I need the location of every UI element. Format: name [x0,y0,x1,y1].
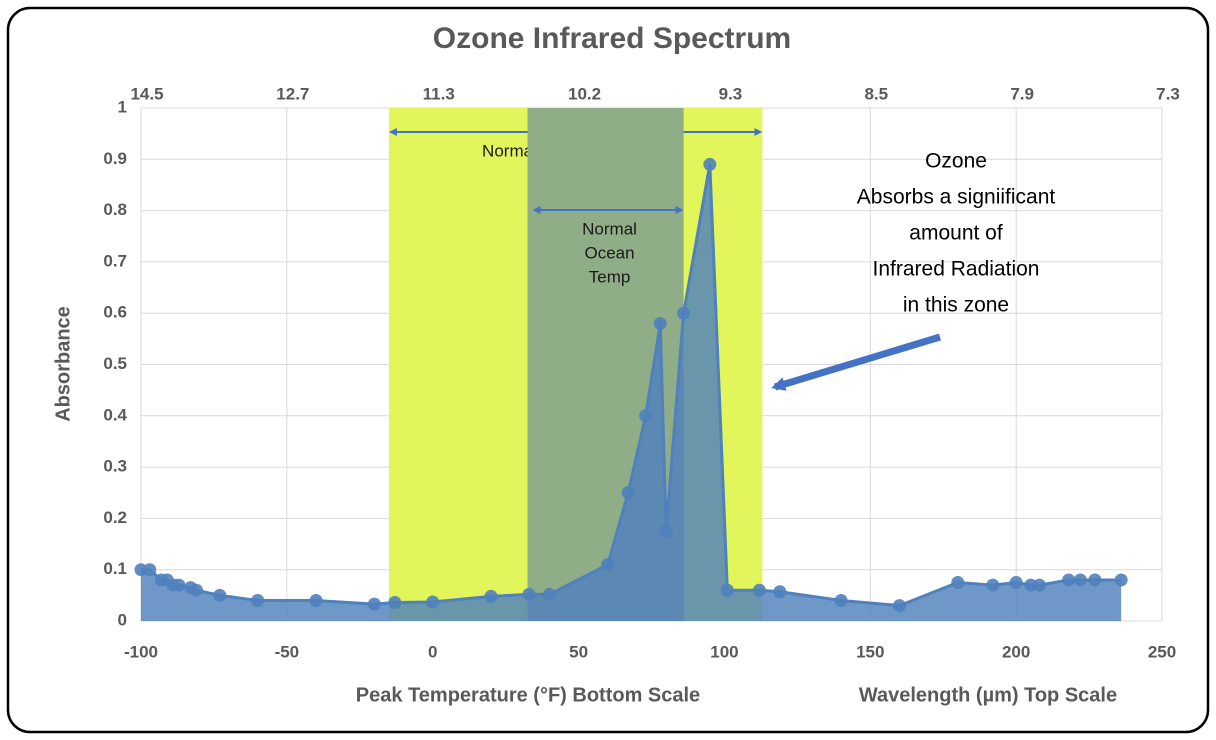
point [189,583,203,597]
annotation: amount of [909,222,1003,245]
point [1062,573,1076,587]
point [703,157,717,171]
point [522,587,536,601]
point [1032,578,1046,592]
x-axis-label: Peak Temperature (°F) Bottom Scale [356,684,700,706]
x2-tick-label: 8.5 [864,84,888,103]
point [986,578,1000,592]
y-tick-label: 0.3 [103,457,127,476]
annotation: Infrared Radiation [873,258,1040,281]
point [1114,573,1128,587]
annotation: Absorbs a signiificant [857,186,1056,209]
point [951,576,965,590]
y-tick-label: 1 [118,97,127,116]
point [172,578,186,592]
point [659,524,673,538]
point [653,316,667,330]
area [141,164,1122,621]
x2-tick-label: 10.2 [568,84,601,103]
point [752,583,766,597]
point [621,486,635,500]
x2-tick-label: 7.3 [1156,84,1180,103]
x2-tick-label: 9.3 [719,84,743,103]
band-label: Temp [589,267,631,286]
chart-title: Ozone Infrared Spectrum [433,22,791,55]
point [892,599,906,613]
x-tick-label: 100 [710,642,738,661]
point [367,597,381,611]
y-tick-label: 0.8 [103,200,127,219]
point [484,589,498,603]
x-tick-label: -100 [124,642,158,661]
y-tick-label: 0.9 [103,149,127,168]
point [773,585,787,599]
x-tick-label: 50 [569,642,588,661]
x-tick-label: 200 [1002,642,1030,661]
point [677,306,691,320]
point [1073,573,1087,587]
y-tick-label: 0.6 [103,303,127,322]
y-tick-label: 0.1 [103,559,127,578]
annotation-arrow [771,333,942,391]
y-tick-label: 0.5 [103,354,127,373]
band-label: Ocean [585,243,635,262]
point [1088,573,1102,587]
y-tick-label: 0.4 [103,405,127,424]
x2-tick-label: 7.9 [1010,84,1034,103]
point [1009,576,1023,590]
x2-tick-label: 11.3 [423,84,455,103]
point [309,593,323,607]
y-tick-label: 0.2 [103,508,127,527]
x2-axis-label: Wavelength (µm) Top Scale [859,684,1117,706]
point [426,595,440,609]
y-tick-label: 0 [118,610,127,629]
band-label: Normal [582,219,637,238]
x2-tick-label: 12.7 [276,84,309,103]
point [601,558,615,572]
annotation: in this zone [903,294,1009,317]
x-tick-label: 0 [428,642,437,661]
point [143,563,157,577]
y-tick-label: 0.7 [103,251,127,270]
annotation: Ozone [925,150,987,173]
plot [134,157,1128,621]
point [542,587,556,601]
x2-tick-label: 14.5 [130,84,163,103]
point [834,593,848,607]
point [720,583,734,597]
point [213,588,227,602]
x-tick-label: 250 [1148,642,1176,661]
y-axis-label: Absorbance [52,306,74,422]
point [639,409,653,423]
x-tick-label: 150 [856,642,884,661]
point [251,593,265,607]
point [388,596,402,610]
x-tick-label: -50 [275,642,300,661]
